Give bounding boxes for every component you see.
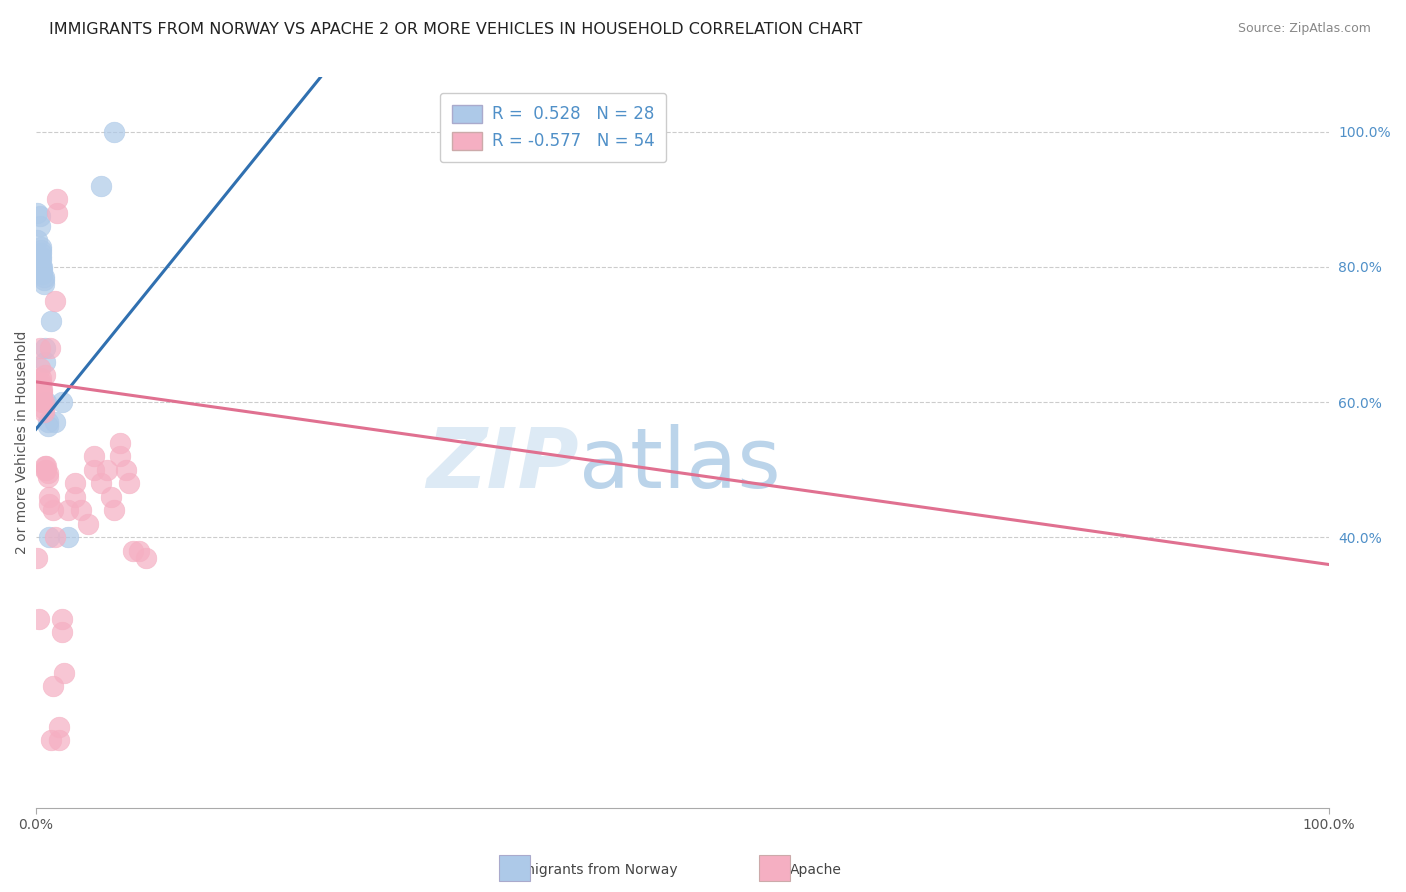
Point [37,469,59,483]
Point [83,449,105,463]
Point [63,490,86,504]
Point [44,530,66,544]
Point [37,466,59,480]
Point [25,233,48,247]
Point [34,459,56,474]
Point [41,314,63,328]
Point [31,267,53,281]
Text: ZIP: ZIP [426,424,579,505]
Point [32,401,55,416]
Point [30,250,52,264]
Text: Source: ZipAtlas.com: Source: ZipAtlas.com [1237,22,1371,36]
Point [51,611,73,625]
Point [37,416,59,430]
Point [58,530,80,544]
Point [76,516,98,531]
Point [44,416,66,430]
Point [51,625,73,640]
Point [35,463,58,477]
Text: atlas: atlas [579,424,780,505]
Point [34,463,56,477]
Point [38,530,60,544]
Point [31,388,53,402]
Point [31,395,53,409]
Point [34,341,56,355]
Point [31,382,53,396]
Point [30,378,52,392]
Point [28,361,51,376]
Text: IMMIGRANTS FROM NORWAY VS APACHE 2 OR MORE VEHICLES IN HOUSEHOLD CORRELATION CHA: IMMIGRANTS FROM NORWAY VS APACHE 2 OR MO… [49,22,862,37]
Point [30,246,52,260]
Point [30,243,52,257]
Point [41,733,63,747]
Point [32,405,55,419]
Point [51,395,73,409]
Point [32,273,55,287]
Point [38,497,60,511]
Point [31,384,53,399]
Point [37,418,59,433]
Point [30,260,52,274]
Point [38,490,60,504]
Point [70,503,93,517]
Point [103,503,125,517]
Point [25,550,48,565]
Point [118,476,141,491]
Point [42,503,65,517]
Point [135,550,157,565]
Text: Apache: Apache [790,863,841,877]
Point [45,205,67,219]
Point [42,679,65,693]
Y-axis label: 2 or more Vehicles in Household: 2 or more Vehicles in Household [15,331,30,555]
Point [48,733,70,747]
Point [63,476,86,491]
Point [35,395,58,409]
Point [53,665,76,680]
Point [32,395,55,409]
Point [28,341,51,355]
Point [48,720,70,734]
Point [30,239,52,253]
Point [30,371,52,385]
Point [44,293,66,308]
Point [39,341,62,355]
Point [35,459,58,474]
Point [25,205,48,219]
Point [30,375,52,389]
Point [122,544,145,558]
Point [108,449,131,463]
Point [108,435,131,450]
Point [45,192,67,206]
Point [100,490,122,504]
Point [32,277,55,291]
Point [90,178,112,193]
Point [27,611,49,625]
Point [83,463,105,477]
Point [30,253,52,268]
Point [58,503,80,517]
Point [34,354,56,368]
Point [115,463,138,477]
Point [31,263,53,277]
Point [90,476,112,491]
Legend: R =  0.528   N = 28, R = -0.577   N = 54: R = 0.528 N = 28, R = -0.577 N = 54 [440,93,666,162]
Point [128,544,150,558]
Point [34,368,56,382]
Point [28,219,51,234]
Point [32,270,55,285]
Point [103,124,125,138]
Point [96,463,118,477]
Text: Immigrants from Norway: Immigrants from Norway [503,863,678,877]
Point [31,260,53,274]
Point [28,209,51,223]
